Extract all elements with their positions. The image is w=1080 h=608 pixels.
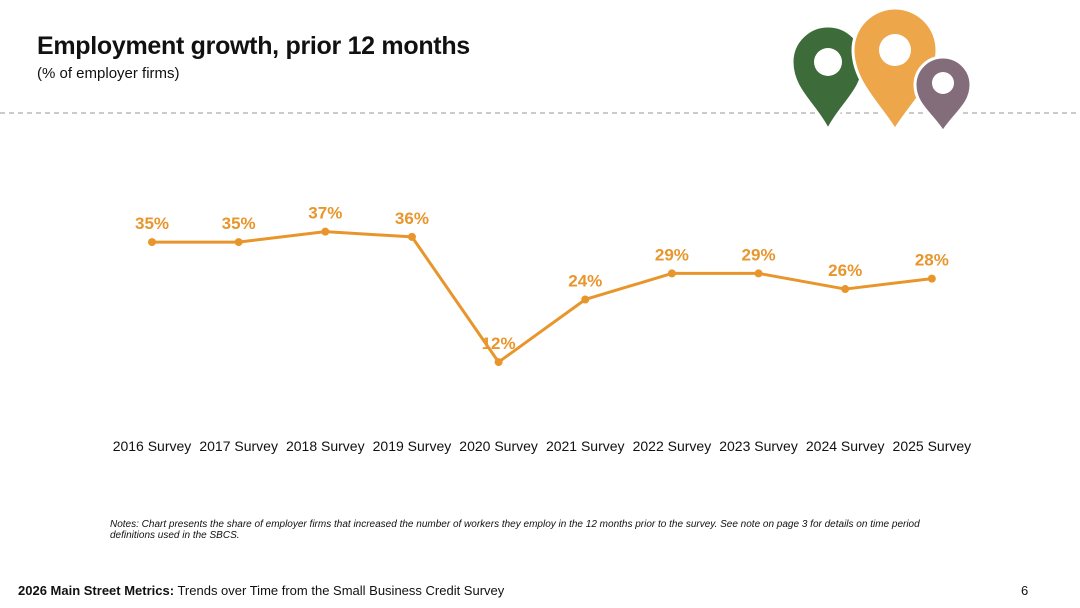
data-label: 29% [742, 245, 776, 264]
point [754, 269, 763, 278]
point [581, 295, 590, 304]
chart-title: Employment growth, prior 12 months [37, 32, 470, 60]
data-label: 35% [222, 214, 256, 233]
point [234, 238, 243, 247]
point [407, 232, 416, 241]
x-tick-label: 2021 Survey [546, 438, 625, 454]
chart-subtitle: (% of employer firms) [37, 65, 180, 82]
point [927, 274, 936, 283]
x-tick-label: 2018 Survey [286, 438, 365, 454]
x-tick-label: 2019 Survey [373, 438, 452, 454]
data-label: 26% [828, 261, 862, 280]
footer-bold: 2026 Main Street Metrics: [18, 583, 175, 598]
pins-logo [790, 6, 973, 135]
x-tick-label: 2024 Survey [806, 438, 885, 454]
x-tick-label: 2022 Survey [633, 438, 712, 454]
data-label: 29% [655, 245, 689, 264]
note: Notes: Chart presents the share of emplo… [110, 519, 920, 541]
x-tick-label: 2023 Survey [719, 438, 798, 454]
page-number: 6 [1021, 583, 1029, 598]
footer: 2026 Main Street Metrics: Trends over Ti… [18, 583, 504, 598]
x-tick-label: 2017 Survey [199, 438, 278, 454]
point [494, 358, 503, 367]
point [667, 269, 676, 278]
data-label: 24% [568, 271, 602, 290]
data-label: 12% [482, 334, 516, 353]
data-label: 35% [135, 214, 169, 233]
x-tick-label: 2025 Survey [893, 438, 972, 454]
point [841, 285, 850, 294]
x-tick-label: 2016 Survey [113, 438, 192, 454]
data-label: 36% [395, 209, 429, 228]
point [148, 238, 156, 247]
line [152, 230, 933, 364]
data-label: 28% [915, 251, 949, 270]
x-tick-label: 2020 Survey [459, 438, 538, 454]
footer-text: Trends over Time from the Small Business… [177, 583, 505, 598]
data-label: 37% [308, 204, 342, 223]
point [321, 227, 330, 236]
